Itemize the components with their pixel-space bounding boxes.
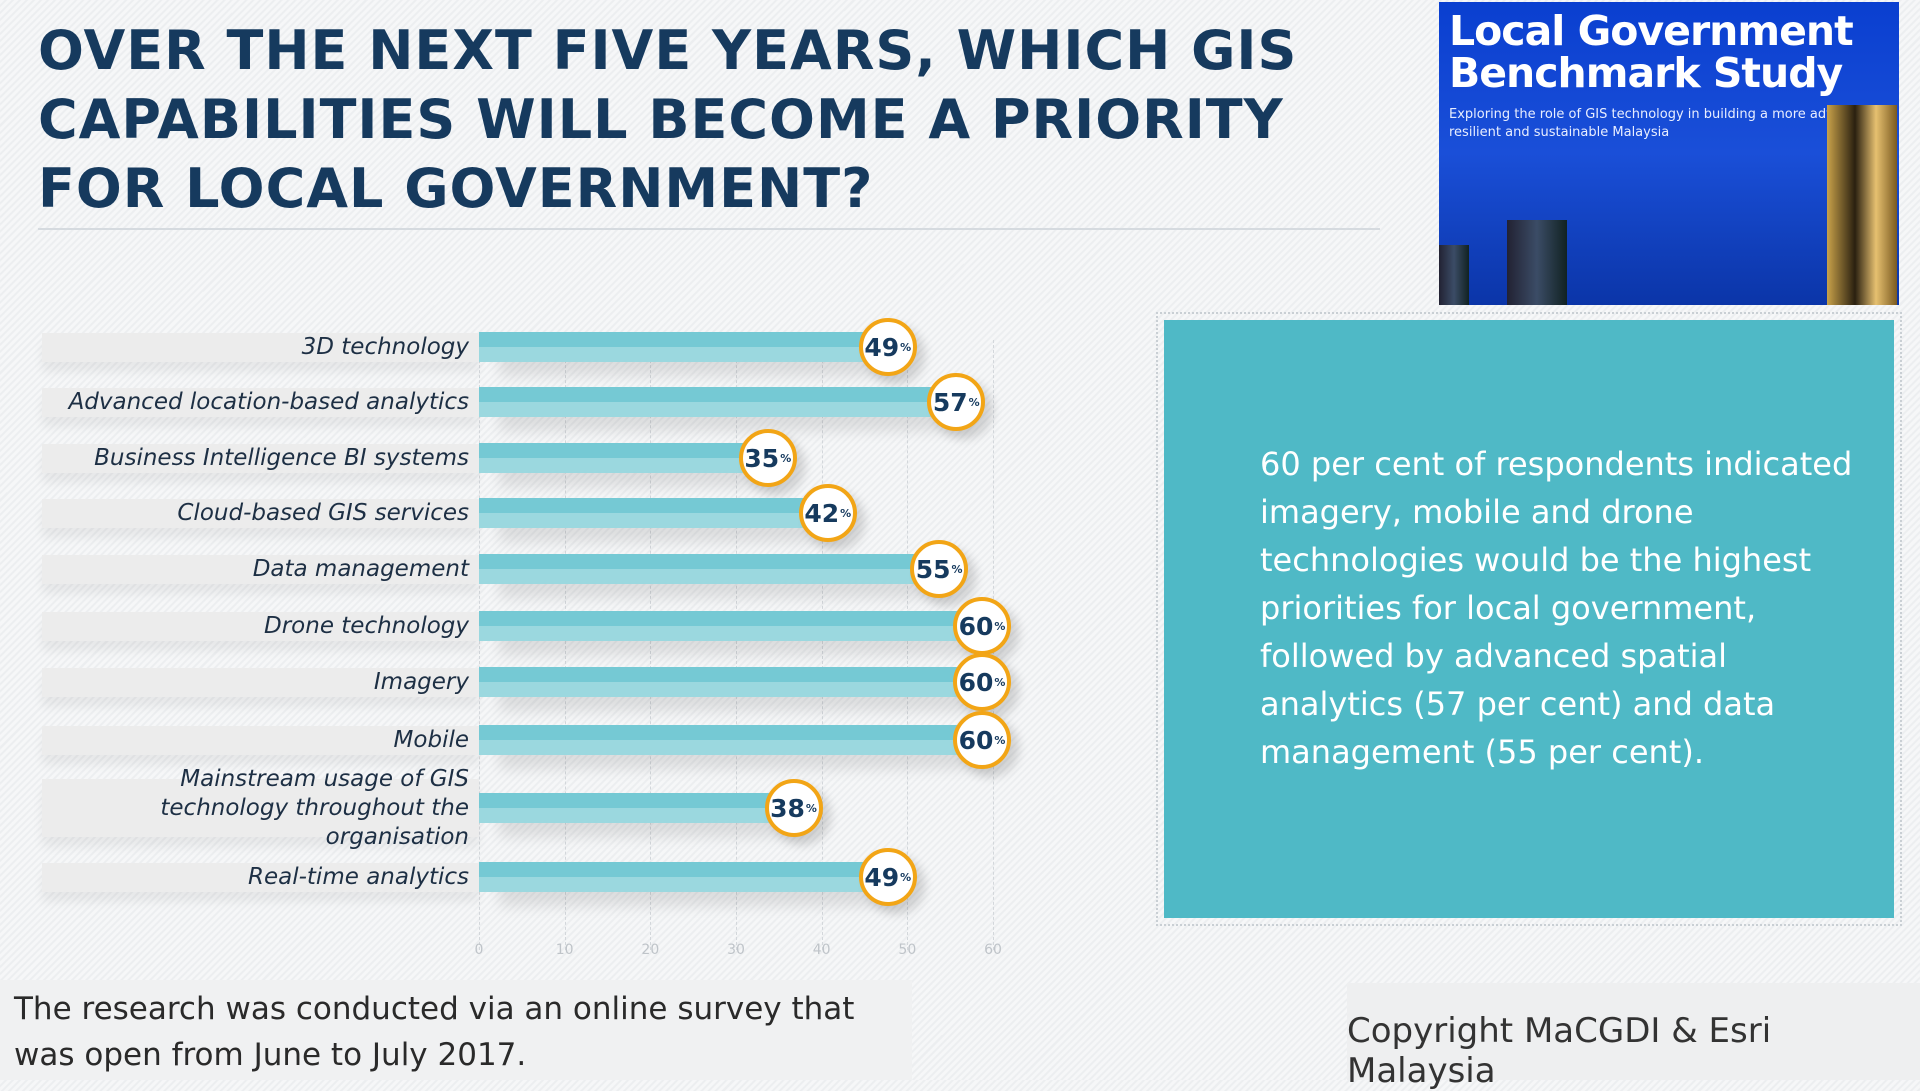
bar [479,498,819,528]
gridline [736,340,737,950]
category-label: 3D technology [42,332,479,362]
survey-note-text: The research was conducted via an online… [14,991,855,1073]
copyright-text: Copyright MaCGDI & Esri Malaysia [1347,1011,1772,1091]
category-label: Drone technology [42,611,479,641]
bar [479,862,879,892]
value-badge: 49% [858,318,917,376]
survey-note: The research was conducted via an online… [0,980,912,1080]
copyright-box: Copyright MaCGDI & Esri Malaysia [1347,983,1920,1091]
category-label: Mainstream usage of GIS technology throu… [42,766,479,850]
category-label: Imagery [42,667,479,697]
x-tick-label: 40 [812,942,831,958]
gridline [564,340,566,950]
gridline [821,340,823,950]
gridline [479,340,480,950]
info-text: 60 per cent of respondents indicated ima… [1260,445,1853,771]
x-tick-label: 60 [984,942,1002,958]
category-label: Cloud-based GIS services [42,498,479,528]
value-badge: 35% [738,429,797,487]
cover-title: Local Government Benchmark Study [1449,7,1854,97]
value-badge: 42% [798,484,857,542]
cover-subtitle: Exploring the role of GIS technology in … [1449,107,1878,140]
bar [479,443,759,473]
category-label: Business Intelligence BI systems [42,443,479,473]
gridline [650,340,652,950]
value-badge: 49% [858,848,917,906]
building-silhouette [1439,245,1469,305]
value-badge: 55% [910,540,969,598]
gridline [907,340,909,950]
value-badge: 60% [953,597,1011,655]
x-tick-label: 10 [555,942,574,958]
category-label: Advanced location-based analytics [42,387,479,417]
category-label: Real-time analytics [42,862,479,892]
bar [479,793,785,823]
title-divider [38,228,1380,230]
bar [479,611,973,641]
x-tick-label: 30 [727,942,745,958]
value-badge: 57% [927,373,986,431]
category-label: Mobile [42,725,479,755]
bar [479,554,931,584]
bar [479,725,973,755]
value-badge: 60% [953,711,1011,769]
bar [479,667,973,697]
value-badge: 60% [953,653,1011,711]
clock-tower-silhouette [1827,105,1897,305]
x-tick-label: 20 [641,942,660,958]
building-silhouette [1507,220,1567,305]
bar-chart: 0 10 20 30 40 50 60 3D technology 49% Advanced lo… [0,300,1150,980]
page-title: OVER THE NEXT FIVE YEARS, WHICH GIS CAPA… [38,19,1298,220]
x-tick-label: 50 [898,942,917,958]
info-box: 60 per cent of respondents indicated ima… [1156,312,1902,926]
category-label: Data management [42,554,479,584]
x-tick-label: 0 [474,942,484,958]
report-cover-image: Local Government Benchmark Study Explori… [1439,2,1899,305]
bar [479,332,879,362]
bar [479,387,948,417]
value-badge: 38% [764,779,823,837]
